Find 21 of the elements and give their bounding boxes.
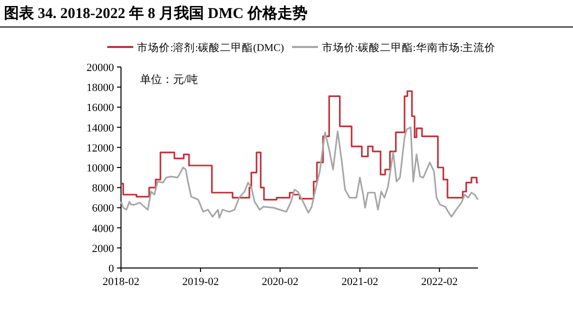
y-tick-label: 4000 [92, 222, 114, 235]
x-tick-label: 2020-02 [262, 276, 298, 288]
x-tick-label: 2018-02 [102, 276, 140, 288]
y-tick-label: 14000 [86, 122, 114, 134]
y-tick-label: 10000 [86, 162, 114, 174]
y-tick-label: 16000 [86, 102, 114, 114]
x-tick-label: 2021-02 [342, 276, 378, 288]
chart-title: 图表 34. 2018-2022 年 8 月我国 DMC 价格走势 [4, 5, 308, 22]
annotation: 单位：元/吨 [140, 73, 198, 86]
y-tick-label: 8000 [92, 182, 114, 195]
y-tick-label: 0 [108, 263, 114, 275]
legend-label: 市场价:碳酸二甲酯:华南市场:主流价 [322, 41, 496, 54]
y-tick-label: 2000 [92, 242, 114, 255]
title: 图表 34. 2018-2022 年 8 月我国 DMC 价格走势 [0, 6, 573, 28]
legend-label: 市场价:溶剂:碳酸二甲酯(DMC) [137, 41, 284, 54]
x-tick-label: 2019-02 [182, 276, 219, 288]
y-tick-label: 20000 [86, 62, 114, 74]
y-tick-label: 18000 [86, 82, 114, 94]
y-tick-label: 6000 [92, 202, 114, 215]
y-tick-label: 12000 [86, 142, 114, 154]
x-tick-label: 2022-02 [421, 276, 458, 288]
